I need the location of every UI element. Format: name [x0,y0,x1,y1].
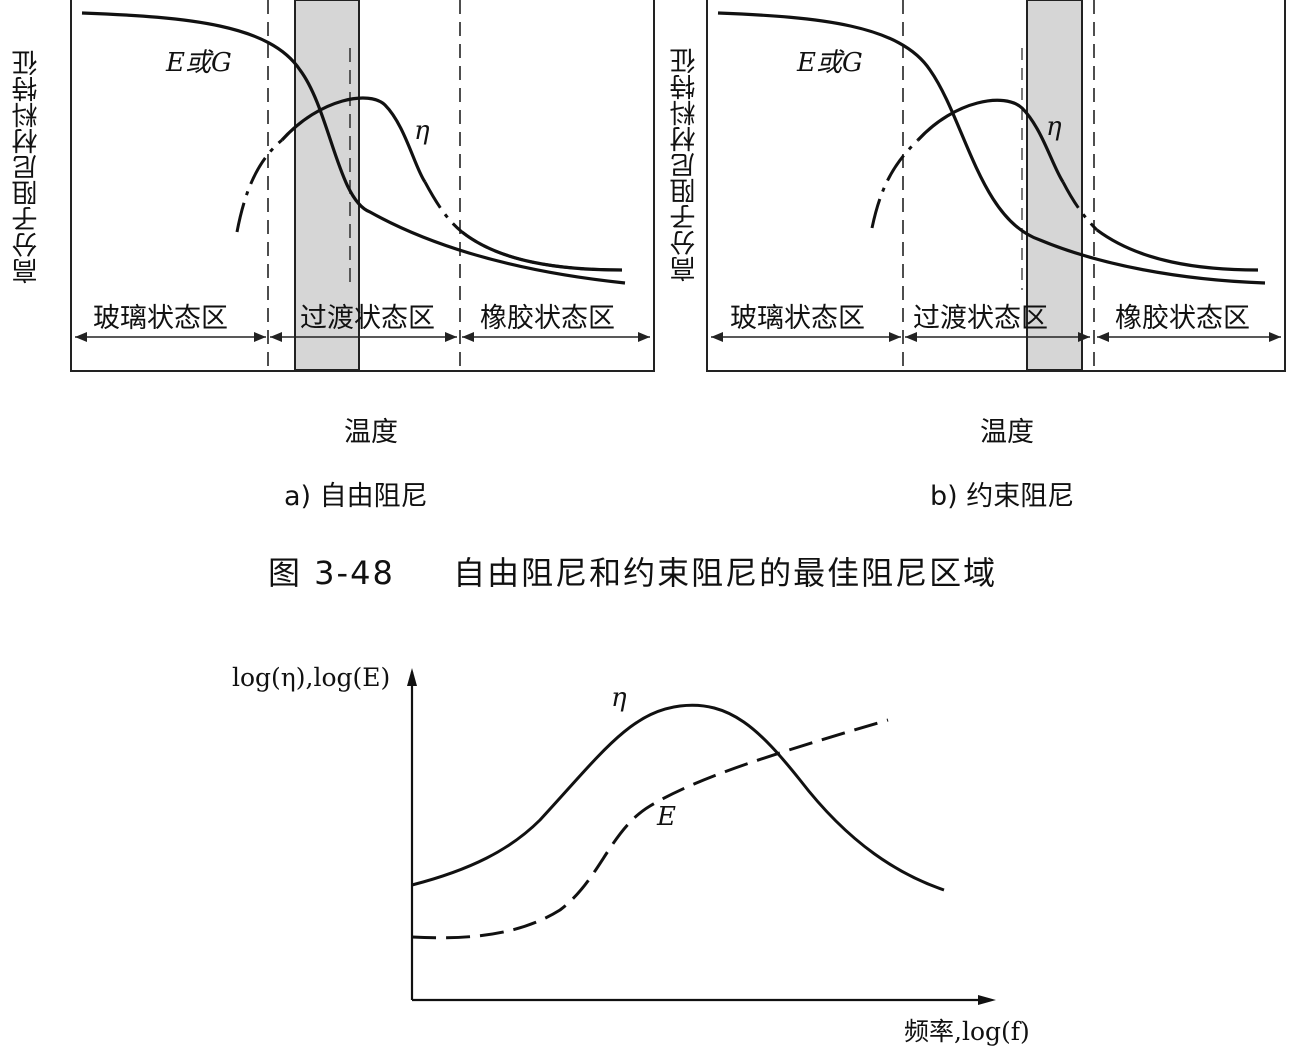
figure-caption: 图 3-48 自由阻尼和约束阻尼的最佳阻尼区域 [268,548,997,594]
panel-b-curve-eta [916,98,1065,183]
bottom-y-axis-arrow [407,668,417,686]
panel-b-label-eta: η [1046,112,1062,142]
panel-a-label-e: E或G [166,48,232,78]
bottom-label-e: E [657,802,676,832]
panel-a-label-eta: η [414,116,430,146]
panel-b-xlabel: 温度 [980,417,1034,448]
panel-b-curve-eta-dash [870,138,920,229]
panel-a-curve-eta [280,96,427,183]
figure-caption-text: 自由阻尼和约束阻尼的最佳阻尼区域 [453,554,998,592]
panel-a-frame [70,0,655,372]
panel-b-label-e: E或G [797,48,863,78]
bottom-ylabel: log(η),log(E) [232,663,391,692]
panel-a-xlabel: 温度 [344,417,398,448]
panel-b-subcaption: b) 约束阻尼 [930,481,1075,512]
panel-b-zone-glass: 玻璃状态区 [730,303,865,334]
bottom-xlabel: 频率,log(f) [904,1017,1030,1046]
panel-a-zone-rubber: 橡胶状态区 [480,303,615,334]
panel-a-curve-eta-tail-solid [461,230,623,272]
bottom-label-eta: η [611,683,627,713]
panel-a-zone-glass: 玻璃状态区 [93,303,228,334]
panel-b-zone-rubber: 橡胶状态区 [1115,303,1250,334]
figure-caption-number: 图 3-48 [268,554,395,592]
panel-a-subcaption: a) 自由阻尼 [284,481,428,512]
panel-b-shaded-band [1026,0,1083,371]
panel-a-curve-eta-dash [235,138,283,233]
bottom-curve-e [411,718,889,940]
panel-b-curve-eta-tail [1096,228,1259,272]
panel-a-zone-transition: 过渡状态区 [300,303,435,334]
panel-b-frame [706,0,1286,372]
bottom-curve-eta [411,703,945,892]
panel-b-curve-e [717,11,1266,285]
panel-b-curve-eta-tail-dash [1061,181,1099,232]
bottom-x-axis-arrow [978,995,996,1005]
panel-a-curve-e [81,11,626,285]
panel-b-zone-transition: 过渡状态区 [913,303,1048,334]
